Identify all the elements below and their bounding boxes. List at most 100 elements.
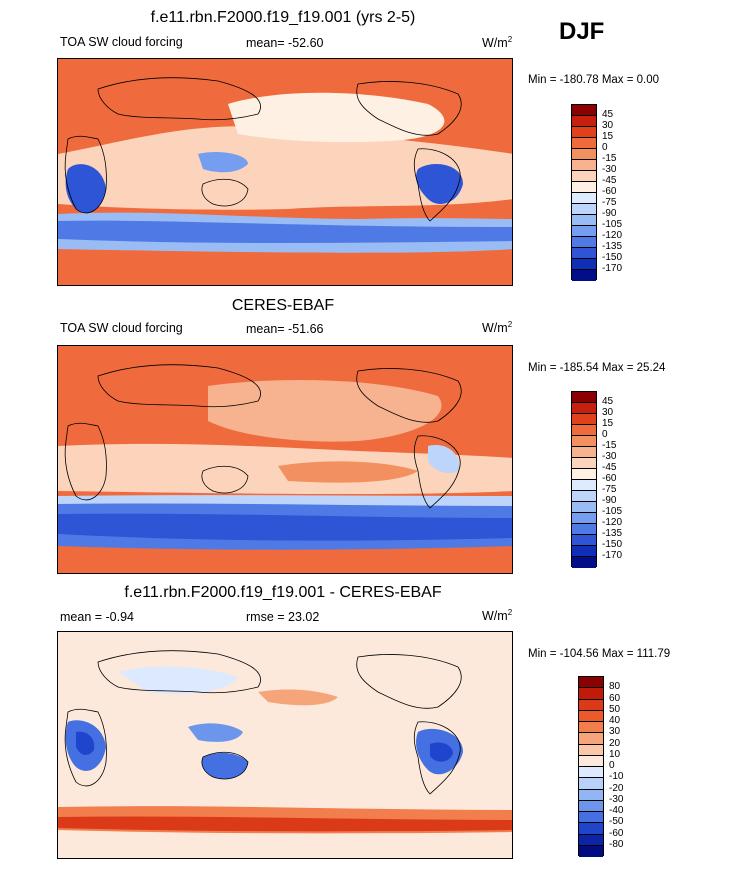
panel3-colorbar-tick-label: 60 — [609, 692, 621, 704]
panel2-colorbar-swatch — [572, 425, 596, 436]
panel1-colorbar-swatch — [572, 116, 596, 127]
panel3-colorbar-tick-label: 10 — [609, 748, 621, 760]
panel3-colorbar-swatch — [579, 778, 603, 790]
panel2-colorbar-swatch — [572, 403, 596, 414]
panel3-colorbar-tick-label: 80 — [609, 681, 621, 693]
panel3-colorbar-tick-label: 30 — [609, 726, 621, 738]
panel1-colorbar-swatch — [572, 270, 596, 281]
panel2-units: W/m2 — [482, 320, 513, 336]
panel2-colorbar-swatch — [572, 392, 596, 403]
panel3-map — [57, 631, 513, 859]
panel2-colorbar-swatch — [572, 546, 596, 557]
panel3-map-field — [58, 632, 512, 858]
panel2-minmax: Min = -185.54 Max = 25.24 — [528, 362, 666, 374]
panel1-colorbar-swatch — [572, 226, 596, 237]
panel1-colorbar-tick-label: -15 — [602, 153, 617, 164]
panel2-mean: mean= -51.66 — [246, 322, 324, 336]
panel3-colorbar-tick-label: 20 — [609, 737, 621, 749]
panel1-colorbar-tick-label: 45 — [602, 109, 614, 120]
panel2-colorbar-swatch — [572, 524, 596, 535]
panel2-colorbar-tick-label: 30 — [602, 407, 614, 418]
panel3-colorbar-swatch — [579, 733, 603, 745]
panel1-field-label: TOA SW cloud forcing — [60, 35, 183, 49]
panel1-colorbar-swatch — [572, 171, 596, 182]
panel2-colorbar-tick-label: -75 — [602, 484, 617, 495]
panel3-colorbar-swatch — [579, 767, 603, 779]
panel2-colorbar-swatch — [572, 447, 596, 458]
panel3-colorbar-tick-label: 0 — [609, 760, 615, 771]
panel2-map-field — [58, 346, 512, 573]
panel3-colorbar-swatch — [579, 845, 603, 857]
panel1-units: W/m2 — [482, 35, 513, 51]
panel1-colorbar-swatches — [571, 104, 597, 281]
panel3-colorbar-swatch — [579, 722, 603, 734]
panel2-colorbar-tick-label: -30 — [602, 451, 617, 462]
panel3-colorbar-swatch — [579, 800, 603, 812]
panel3-colorbar-swatch — [579, 789, 603, 801]
panel2-colorbar-tick-label: -60 — [602, 473, 617, 484]
panel3-colorbar-swatch — [579, 699, 603, 711]
panel2-colorbar-swatch — [572, 535, 596, 546]
panel2-colorbar-swatches — [571, 391, 597, 568]
panel2-colorbar-tick-label: -45 — [602, 462, 617, 473]
panel1-colorbar-swatch — [572, 193, 596, 204]
panel3-colorbar-tick-label: 50 — [609, 703, 621, 715]
panel3-colorbar-tick-label: -60 — [609, 827, 624, 839]
panel2-colorbar-tick-label: -15 — [602, 440, 617, 451]
season-label: DJF — [559, 18, 605, 45]
panel3-colorbar-tick-label: -40 — [609, 805, 624, 816]
panel2-colorbar-swatch — [572, 502, 596, 513]
panel3-colorbar-tick-label: -80 — [609, 838, 624, 850]
panel1-colorbar-tick-label: -170 — [602, 263, 623, 274]
panel1-colorbar-tick-label: -135 — [602, 241, 623, 252]
panel3-colorbar-swatch — [579, 812, 603, 824]
panel2-colorbar-tick-label: -135 — [602, 528, 623, 539]
panel1-colorbar-swatch — [572, 237, 596, 248]
panel2-colorbar-swatch — [572, 458, 596, 469]
panel2-colorbar-tick-label: -105 — [602, 506, 623, 517]
panel3-rmse: rmse = 23.02 — [246, 610, 320, 624]
panel1-map-field — [58, 59, 512, 285]
panel1-colorbar-tick-label: -105 — [602, 219, 623, 230]
panel3-colorbar-swatch — [579, 744, 603, 756]
panel3-colorbar-swatch — [579, 755, 603, 767]
panel3-colorbar-swatch — [579, 710, 603, 722]
panel2-colorbar-swatch — [572, 491, 596, 502]
panel3-colorbar-swatch — [579, 688, 603, 700]
panel2-colorbar-swatch — [572, 414, 596, 425]
panel1-colorbar-tick-label: -90 — [602, 208, 617, 219]
panel3-title: f.e11.rbn.F2000.f19_f19.001 - CERES-EBAF — [124, 584, 442, 601]
panel3-colorbar-tick-label: -30 — [609, 793, 624, 805]
panel3-colorbar-swatch — [579, 677, 603, 689]
panel1-map — [57, 58, 513, 286]
panel2-colorbar-tick-label: 15 — [602, 418, 614, 429]
panel2-colorbar-swatch — [572, 557, 596, 568]
panel1-colorbar-tick-label: -45 — [602, 175, 617, 186]
panel1-colorbar-swatch — [572, 127, 596, 138]
panel2-colorbar-swatch — [572, 436, 596, 447]
panel3-minmax: Min = -104.56 Max = 111.79 — [528, 648, 671, 660]
panel3-colorbar-tick-label: -10 — [609, 771, 624, 783]
panel3-colorbar-tick-label: -50 — [609, 816, 624, 828]
panel2-title: CERES-EBAF — [231, 297, 335, 314]
panel1-title: f.e11.rbn.F2000.f19_f19.001 (yrs 2-5) — [150, 9, 416, 26]
panel3-colorbar-swatches — [578, 676, 604, 857]
panel2-colorbar-swatch — [572, 513, 596, 524]
panel1-mean: mean= -52.60 — [246, 36, 324, 50]
panel3-colorbar-swatch — [579, 823, 603, 835]
panel1-colorbar-swatch — [572, 182, 596, 193]
panel3-units: W/m2 — [482, 608, 513, 624]
panel2-colorbar-tick-label: 45 — [602, 396, 614, 407]
panel3-colorbar-swatch — [579, 834, 603, 846]
panel1-colorbar-tick-label: -150 — [602, 252, 623, 263]
panel2-colorbar-tick-label: 0 — [602, 429, 608, 440]
panel1-colorbar-tick-label: 15 — [602, 131, 614, 142]
panel2-colorbar-tick-label: -150 — [602, 539, 623, 550]
panel3-colorbar-tick-label: 40 — [609, 715, 621, 726]
panel1-colorbar-tick-label: -60 — [602, 186, 617, 197]
panel2-colorbar-swatch — [572, 480, 596, 491]
panel1-colorbar-tick-label: 0 — [602, 142, 608, 153]
panel3-colorbar-tick-label: -20 — [609, 782, 624, 794]
panel3-mean: mean = -0.94 — [60, 610, 135, 624]
panel2-field-label: TOA SW cloud forcing — [60, 321, 183, 335]
